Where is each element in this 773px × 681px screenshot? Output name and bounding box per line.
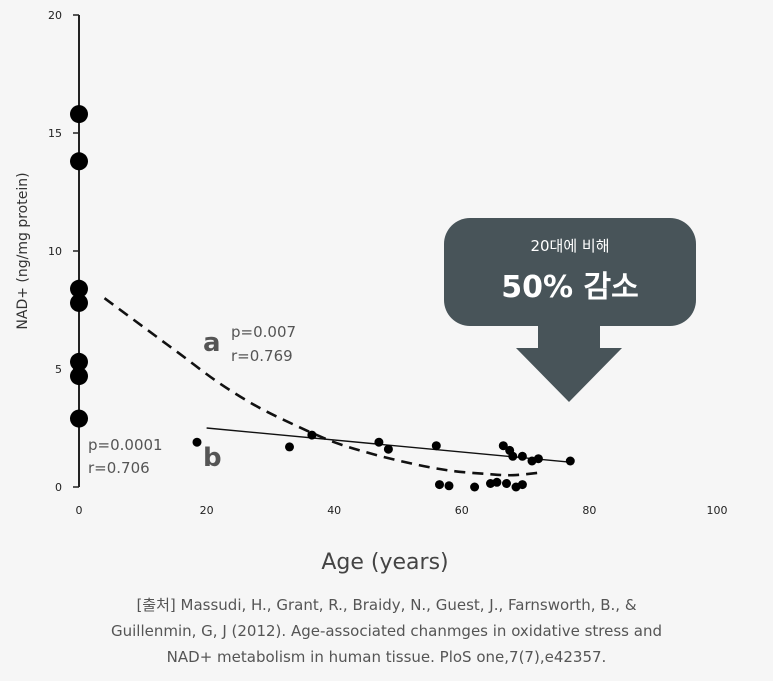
- citation-line-2: Guillenmin, G, J (2012). Age-associated …: [110, 622, 662, 640]
- series-a-p-value: p=0.007: [231, 323, 296, 341]
- callout-headline: 50% 감소: [501, 270, 638, 305]
- citation-line-3: NAD+ metabolism in human tissue. PloS on…: [166, 648, 607, 666]
- series-a-point: [70, 352, 88, 371]
- x-tick-label: 40: [327, 504, 341, 517]
- series-a-point: [70, 409, 88, 428]
- series-a-label: a: [203, 328, 221, 358]
- series-b-point: [431, 441, 441, 451]
- x-axis-label: Age (years): [321, 550, 448, 575]
- y-axis-label: NAD+ (ng/mg protein): [15, 172, 31, 329]
- x-axis: 0 20 40 60 80 100: [76, 504, 728, 517]
- series-b-point: [498, 441, 508, 451]
- x-tick-label: 20: [200, 504, 214, 517]
- series-b-point: [502, 479, 511, 488]
- x-tick-label: 100: [707, 504, 728, 517]
- series-a-point: [70, 293, 88, 312]
- series-b-point: [285, 442, 294, 452]
- x-tick-label: 80: [582, 504, 596, 517]
- series-a-point: [70, 367, 88, 386]
- series-b-point: [517, 480, 527, 490]
- series-b-r-value: r=0.706: [88, 459, 150, 477]
- series-b-label: b: [203, 443, 222, 473]
- callout-subtitle: 20대에 비해: [530, 237, 609, 255]
- series-a-point: [70, 152, 88, 171]
- series-b-point: [192, 437, 202, 447]
- x-tick-label: 0: [76, 504, 83, 517]
- series-b-point: [435, 480, 444, 490]
- citation-line-1: [출처] Massudi, H., Grant, R., Braidy, N.,…: [136, 596, 637, 614]
- series-b-point: [492, 477, 502, 487]
- series-b-point: [307, 430, 317, 440]
- series-b-point: [565, 456, 575, 466]
- series-b-point: [374, 437, 384, 447]
- series-b-point: [470, 482, 480, 492]
- series-a-r-value: r=0.769: [231, 347, 293, 365]
- x-tick-label: 60: [455, 504, 469, 517]
- series-a-point: [70, 105, 88, 124]
- callout-down-arrow-icon: [516, 326, 622, 402]
- y-tick-label: 20: [48, 9, 62, 22]
- y-tick-label: 10: [48, 245, 62, 258]
- y-tick-label: 5: [55, 363, 62, 376]
- y-tick-label: 15: [48, 127, 62, 140]
- y-axis: 0 5 10 15 20: [48, 9, 80, 494]
- series-b-point: [508, 451, 518, 461]
- series-b-p-value: p=0.0001: [88, 436, 163, 454]
- series-b-point: [517, 451, 527, 461]
- citation: [출처] Massudi, H., Grant, R., Braidy, N.,…: [0, 592, 773, 670]
- series-b-point: [533, 454, 543, 464]
- series-a-point: [70, 279, 88, 298]
- series-b-point: [383, 444, 393, 454]
- series-a-fit-line: [103, 297, 539, 477]
- data-points: [70, 105, 575, 492]
- decrease-callout: 20대에 비해 50% 감소: [444, 218, 696, 402]
- series-b-point: [444, 481, 454, 491]
- y-tick-label: 0: [55, 481, 62, 494]
- nad-age-chart: 0 5 10 15 20 0 20 40 60 80 100 NAD+ (ng/mg protei…: [15, 9, 728, 575]
- callout-box: [444, 218, 696, 326]
